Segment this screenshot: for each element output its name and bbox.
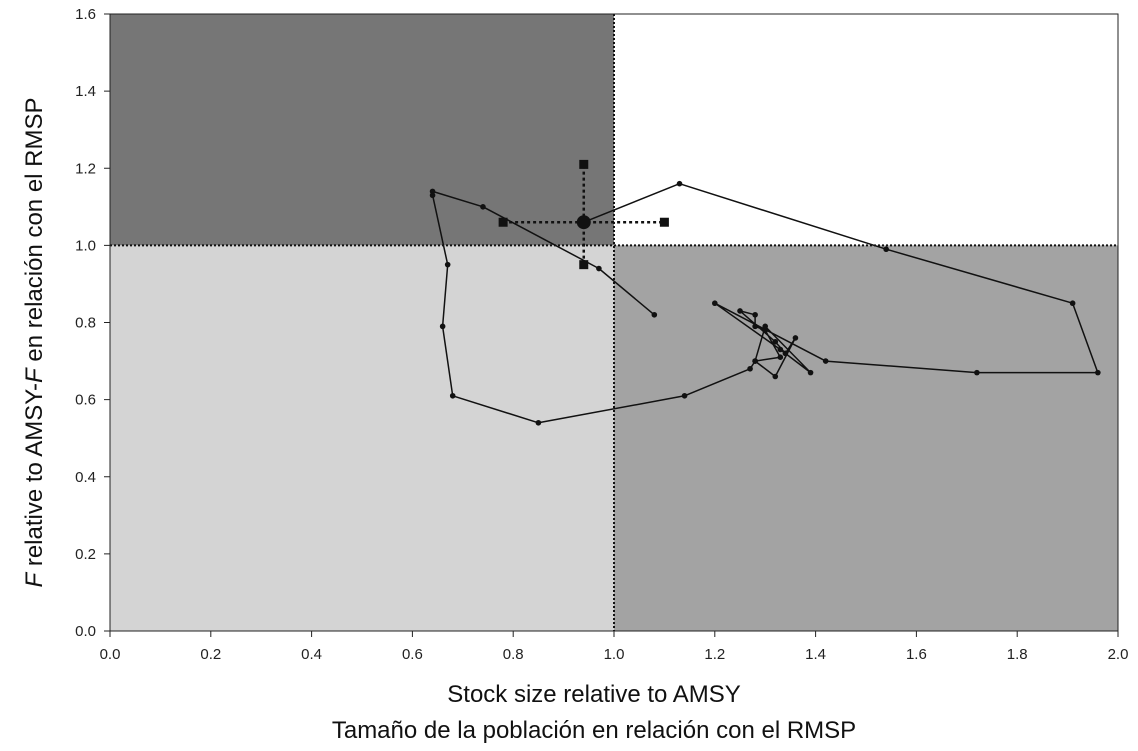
y-axis-title-italic-f-2: F — [21, 367, 48, 383]
y-axis-title-part-2: en relación con el RMSP — [21, 97, 48, 368]
x-axis-title-english: Stock size relative to AMSY — [447, 681, 740, 708]
y-tick-label: 0.2 — [75, 546, 96, 563]
trajectory-point — [777, 346, 784, 353]
trajectory-point — [792, 335, 799, 341]
y-axis-title: F relative to AMSY-F en relación con el … — [21, 97, 48, 587]
reference-lines — [110, 14, 1118, 631]
quadrant-bottom-right — [614, 245, 1118, 631]
trajectory-point — [429, 188, 436, 195]
error-bars — [498, 159, 669, 270]
x-interval-lower-marker — [498, 217, 508, 227]
y-tick-label: 1.6 — [75, 6, 96, 23]
x-tick-label: 0.2 — [200, 646, 221, 663]
x-axis-title-spanish: Tamaño de la población en relación con e… — [332, 717, 856, 744]
trajectory-point — [762, 327, 768, 334]
trajectory-point — [974, 369, 980, 376]
trajectory-point — [883, 246, 889, 253]
trajectory-point — [676, 180, 683, 187]
trajectory-point — [535, 419, 542, 426]
quadrant-top-left — [110, 14, 614, 246]
y-tick-label: 0.6 — [75, 392, 96, 409]
x-tick-label: 1.4 — [805, 646, 826, 663]
trajectory-series — [429, 180, 1101, 426]
trajectory-point — [752, 311, 758, 318]
x-tick-label: 0.6 — [402, 646, 423, 663]
trajectory-point — [1095, 369, 1101, 376]
trajectory-point — [681, 392, 688, 399]
y-tick-label: 0.4 — [75, 469, 96, 486]
trajectory-point — [807, 369, 814, 376]
trajectory-point — [772, 338, 779, 345]
trajectory-point — [777, 354, 784, 361]
y-axis: 0.0 0.2 0.4 0.6 0.8 1.0 1.2 1.4 1.6 — [75, 6, 110, 640]
x-tick-label: 1.0 — [604, 646, 625, 663]
trajectory-point — [822, 358, 829, 364]
y-tick-label: 1.0 — [75, 237, 96, 254]
trajectory-point — [752, 323, 758, 330]
quadrant-bottom-left — [110, 245, 614, 631]
y-tick-label: 1.4 — [75, 83, 96, 100]
y-interval-lower-marker — [579, 260, 589, 270]
x-tick-label: 1.2 — [704, 646, 725, 663]
quadrant-backgrounds — [110, 14, 1118, 631]
trajectory-point — [439, 323, 446, 330]
trajectory-point — [782, 350, 789, 357]
trajectory-point — [752, 358, 758, 364]
trajectory-point — [1069, 300, 1076, 307]
y-tick-label: 0.8 — [75, 315, 96, 332]
trajectory-point — [444, 261, 451, 268]
y-axis-title-part-1: relative to AMSY- — [21, 383, 48, 573]
x-tick-label: 2.0 — [1108, 646, 1129, 663]
x-interval-upper-marker — [659, 217, 669, 227]
trajectory-point — [651, 311, 658, 318]
trajectory-point — [712, 300, 718, 307]
trajectory-point — [429, 192, 436, 199]
x-tick-label: 0.0 — [100, 646, 121, 663]
x-axis: 0.0 0.2 0.4 0.6 0.8 1.0 1.2 1.4 1.6 1.8 2.0 — [100, 631, 1129, 663]
x-tick-label: 0.8 — [503, 646, 524, 663]
trajectory-point — [772, 373, 779, 380]
quadrant-top-right — [614, 14, 1118, 246]
y-interval-upper-marker — [579, 159, 589, 169]
trajectory-point — [596, 265, 602, 272]
x-tick-label: 0.4 — [301, 646, 322, 663]
trajectory-point — [747, 365, 753, 372]
x-tick-label: 1.8 — [1007, 646, 1028, 663]
y-axis-title-italic-f: F — [21, 572, 48, 588]
y-tick-label: 0.0 — [75, 623, 96, 640]
trajectory-point — [480, 204, 486, 210]
y-tick-label: 1.2 — [75, 160, 96, 177]
trajectory-point — [762, 323, 768, 330]
x-tick-label: 1.6 — [906, 646, 927, 663]
trajectory-point — [449, 392, 456, 399]
current-estimate-point — [576, 215, 591, 230]
trajectory-point — [737, 308, 743, 314]
